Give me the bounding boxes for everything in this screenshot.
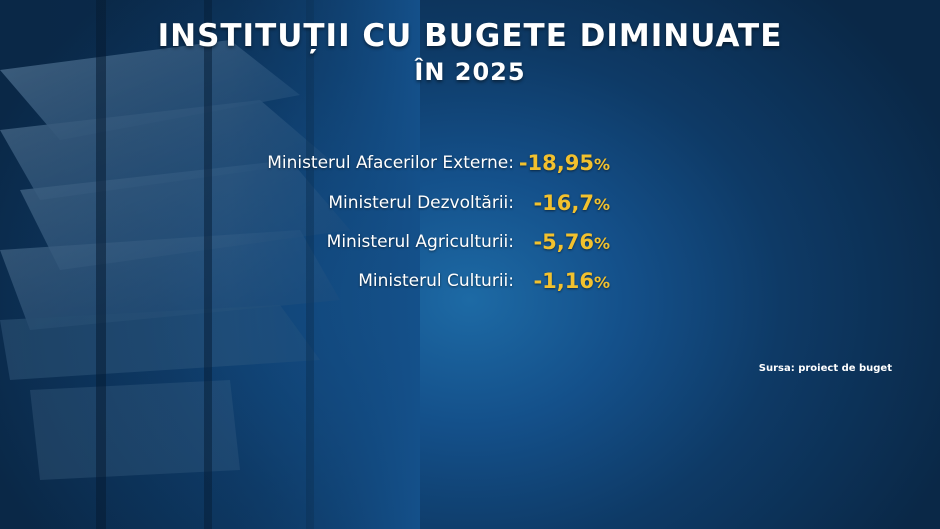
row-label: Ministerul Afacerilor Externe: [267,153,514,173]
row-value: -16,7% [533,191,610,215]
row-label: Ministerul Culturii: [358,271,514,291]
row-value: -1,16% [533,269,610,293]
table-row: Ministerul Agriculturii: -5,76% [0,227,940,257]
table-row: Ministerul Dezvoltării: -16,7% [0,188,940,218]
chart-subtitle: ÎN 2025 [414,58,526,86]
row-label: Ministerul Dezvoltării: [328,193,514,213]
row-label: Ministerul Agriculturii: [326,232,514,252]
row-value: -5,76% [533,230,610,254]
source-note: Sursa: proiect de buget [758,363,892,374]
row-value: -18,95% [518,151,610,175]
table-row: Ministerul Afacerilor Externe: -18,95% [0,148,940,178]
chart-title: INSTITUȚII CU BUGETE DIMINUATE [157,18,783,54]
table-row: Ministerul Culturii: -1,16% [0,266,940,296]
